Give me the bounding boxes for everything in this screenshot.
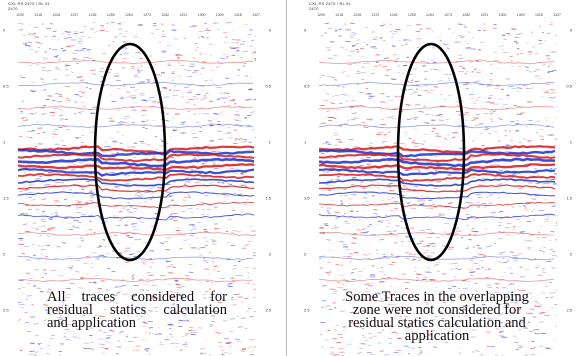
- trace-label: 1264: [125, 13, 133, 17]
- trace-label-row: 1200 1218 1226 1237 1246 1255 1264 1273 1282 1291…: [6, 13, 268, 19]
- trace-label: 1291: [179, 13, 188, 17]
- caption-line: Some Traces in the overlapping: [345, 289, 529, 305]
- time-axis-label: 1: [304, 139, 307, 145]
- trace-label: 1226: [353, 13, 362, 17]
- time-axis-label: 2.5: [566, 307, 572, 313]
- trace-label-row: 1200 1218 1226 1237 1246 1255 1264 1273 1282 1291…: [307, 13, 569, 19]
- time-axis-right: 0 0.5 1 1.5 2 2.5: [256, 22, 272, 356]
- trace-label: 1318: [534, 13, 543, 17]
- time-axis-label: 2: [268, 251, 271, 257]
- caption-line: application: [404, 328, 470, 344]
- caption-line: All traces considered for: [47, 289, 227, 305]
- time-axis-left: 0 0.5 1 1.5 2 2.5: [2, 22, 18, 356]
- time-axis-label: 0.5: [265, 83, 271, 89]
- panel-caption: All traces considered for residual stati…: [47, 289, 227, 331]
- time-axis-label: 0.5: [3, 83, 9, 89]
- time-axis-left: 0 0.5 1 1.5 2 2.5: [303, 22, 319, 356]
- trace-label: 1300: [498, 13, 507, 17]
- time-axis-label: 1.5: [265, 195, 271, 201]
- left-seismic-panel: CXL RS 2470 / RL 91 2470 1200 1218 1226 123…: [2, 0, 272, 356]
- time-axis-label: 2.5: [304, 307, 310, 313]
- panel-caption: Some Traces in the overlapping zone were…: [331, 289, 543, 344]
- time-axis-label: 0.5: [304, 83, 310, 89]
- trace-label: 1264: [426, 13, 434, 17]
- panel-header-line2: 2470: [8, 6, 18, 11]
- caption-line: and application: [47, 315, 136, 331]
- trace-label: 1218: [335, 13, 344, 17]
- trace-label: 1300: [197, 13, 206, 17]
- seismic-section: [319, 22, 557, 356]
- trace-label: 1237: [70, 13, 79, 17]
- trace-label: 1282: [462, 13, 471, 17]
- trace-label: 1226: [52, 13, 61, 17]
- time-axis-label: 2.5: [3, 307, 9, 313]
- time-axis-label: 1: [3, 139, 6, 145]
- trace-label: 1282: [161, 13, 170, 17]
- time-axis-label: 1: [268, 139, 271, 145]
- caption-line: zone were not considered for: [352, 302, 522, 318]
- time-axis-label: 1.5: [304, 195, 310, 201]
- trace-label: 1246: [88, 13, 97, 17]
- time-axis-label: 1.5: [3, 195, 9, 201]
- panel-header-line1: CXL RS 2470 / RL 91: [8, 1, 50, 6]
- time-axis-label: 0.5: [566, 83, 572, 89]
- panel-divider: [286, 0, 287, 356]
- trace-label: 1246: [389, 13, 398, 17]
- time-axis-label: 0: [268, 27, 271, 33]
- panel-header-line1: CXL RS 2470 / RL 91: [309, 1, 351, 6]
- trace-label: 1255: [407, 13, 416, 17]
- time-axis-label: 2: [569, 251, 572, 257]
- caption-line: residual statics calculation: [47, 302, 227, 318]
- trace-label: 1309: [215, 13, 224, 17]
- time-axis-label: 1.5: [566, 195, 572, 201]
- trace-label: 1255: [106, 13, 115, 17]
- time-axis-label: 2.5: [265, 307, 271, 313]
- time-axis-label: 0: [569, 27, 572, 33]
- caption-line: residual statics calculation and: [348, 315, 526, 331]
- time-axis-label: 0: [304, 27, 307, 33]
- trace-label: 1273: [444, 13, 452, 17]
- right-seismic-panel: CXL RS 2470 / RL 91 2470 1200 1218 1226 123…: [303, 0, 573, 356]
- time-axis-label: 0: [3, 27, 6, 33]
- panel-header-line2: 2470: [309, 6, 319, 11]
- time-axis-label: 1: [569, 139, 572, 145]
- trace-label: 1291: [480, 13, 489, 17]
- trace-label: 1200: [16, 13, 24, 17]
- trace-label: 1218: [34, 13, 43, 17]
- trace-label: 1273: [143, 13, 151, 17]
- trace-label: 1309: [516, 13, 525, 17]
- trace-label: 1237: [371, 13, 380, 17]
- time-axis-label: 2: [3, 251, 6, 257]
- trace-label: 1327: [252, 13, 260, 17]
- time-axis-label: 2: [304, 251, 307, 257]
- time-axis-right: 0 0.5 1 1.5 2 2.5: [557, 22, 573, 356]
- trace-label: 1327: [553, 13, 561, 17]
- trace-label: 1200: [317, 13, 325, 17]
- trace-label: 1318: [233, 13, 242, 17]
